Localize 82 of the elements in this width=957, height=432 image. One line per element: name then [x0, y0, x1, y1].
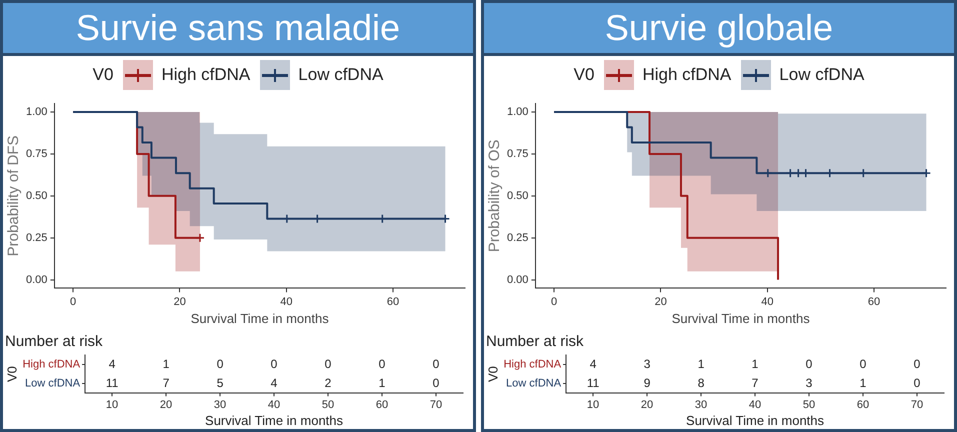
data-label: 1	[698, 356, 705, 371]
data-label: 0	[270, 356, 278, 371]
x-tick-label: 10	[106, 398, 118, 411]
x-tick-label: 70	[910, 398, 924, 411]
data-label: 11	[106, 376, 119, 390]
data-label: 4	[590, 356, 597, 371]
chart-title: Survie sans maladie	[3, 3, 473, 56]
x-tick-label: 60	[856, 398, 870, 411]
data-label: 0	[914, 356, 921, 371]
data-label: 0	[432, 376, 440, 390]
y-axis-title: V0	[4, 366, 20, 382]
y-tick-label: 1.00	[26, 106, 48, 118]
y-tick-label: Low cfDNA	[25, 378, 81, 390]
legend-label: High cfDNA	[642, 65, 732, 85]
data-label: 0	[216, 356, 224, 371]
y-axis-title: V0	[485, 366, 500, 382]
data-label: 1	[752, 356, 759, 371]
x-tick-label: 60	[386, 296, 400, 308]
data-label: 2	[324, 376, 332, 390]
x-tick-label: 30	[694, 398, 708, 411]
legend-label: Low cfDNA	[298, 65, 384, 85]
data-label: 1	[162, 356, 170, 371]
chart-title: Number at risk	[486, 333, 584, 350]
data-label: 0	[324, 356, 332, 371]
x-axis-title: Survival Time in months	[190, 310, 330, 326]
x-tick-label: 50	[322, 398, 334, 411]
x-axis-title: Survival Time in months	[686, 412, 825, 428]
legend-label: High cfDNA	[161, 65, 250, 85]
data-label: 7	[752, 376, 759, 390]
y-tick-label: 0.00	[26, 274, 48, 286]
data-label: 0	[914, 376, 921, 390]
y-tick-label: 0.25	[506, 232, 528, 244]
y-tick-label: High cfDNA	[504, 358, 562, 371]
x-tick-label: 20	[640, 398, 654, 411]
x-tick-label: 10	[586, 398, 600, 411]
x-axis-title: Survival Time in months	[672, 310, 810, 326]
data-label: 9	[644, 376, 651, 390]
x-tick-label: 60	[868, 296, 880, 308]
data-label: 1	[378, 376, 386, 390]
data-label: 11	[586, 376, 600, 390]
x-tick-label: 40	[748, 398, 762, 411]
x-tick-label: 20	[160, 398, 172, 411]
legend-title: V0	[92, 65, 114, 85]
chart-title: Number at risk	[5, 333, 104, 350]
data-label: 0	[432, 356, 440, 371]
x-tick-label: 0	[551, 296, 558, 308]
data-label: 4	[108, 356, 116, 371]
y-axis-title: Probability of DFS	[5, 135, 22, 256]
y-tick-label: 0.75	[26, 148, 48, 160]
data-label: 3	[806, 376, 813, 390]
y-tick-label: High cfDNA	[22, 358, 81, 371]
x-tick-label: 40	[761, 296, 774, 308]
data-label: 0	[806, 356, 813, 371]
legend-label: Low cfDNA	[779, 65, 864, 85]
x-tick-label: 20	[174, 296, 186, 308]
y-tick-label: 0.25	[26, 232, 48, 244]
legend-title: V0	[574, 65, 594, 85]
x-tick-label: 60	[376, 398, 388, 411]
data-label: 1	[860, 376, 867, 390]
y-axis-title: Probability of OS	[486, 140, 504, 252]
y-tick-label: 0.50	[506, 190, 528, 202]
data-label: 3	[644, 356, 651, 371]
x-tick-label: 40	[268, 398, 280, 411]
data-label: 7	[162, 376, 170, 390]
y-tick-label: 0.50	[26, 190, 48, 202]
y-tick-label: 0.75	[506, 148, 528, 160]
x-tick-label: 50	[802, 398, 816, 411]
data-label: 5	[216, 376, 224, 390]
y-tick-label: Low cfDNA	[506, 378, 562, 390]
x-tick-label: 30	[214, 398, 226, 411]
data-label: 0	[378, 356, 386, 371]
data-label: 8	[698, 376, 705, 390]
y-tick-label: 1.00	[506, 106, 528, 118]
x-tick-label: 40	[280, 296, 292, 308]
data-label: 4	[270, 376, 278, 390]
chart-title: Survie globale	[484, 3, 954, 56]
y-tick-label: 0.00	[506, 274, 528, 286]
data-label: 0	[860, 356, 867, 371]
x-axis-title: Survival Time in months	[205, 412, 344, 428]
x-tick-label: 20	[654, 296, 667, 308]
x-tick-label: 0	[70, 296, 76, 308]
x-tick-label: 70	[430, 398, 442, 411]
